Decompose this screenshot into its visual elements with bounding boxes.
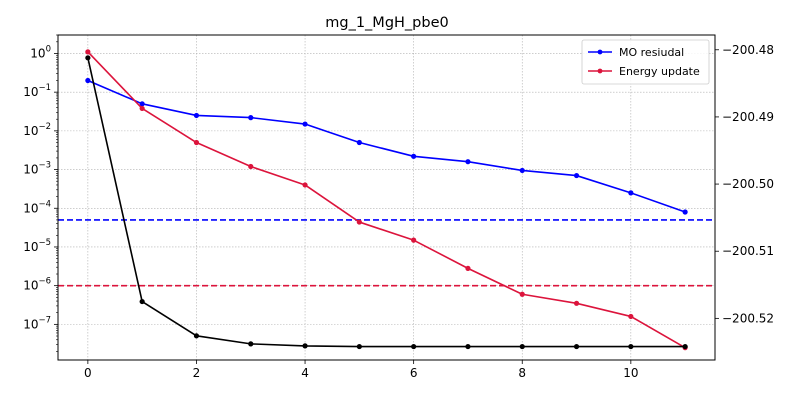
data-point [193,139,200,146]
left-y-tick-label: 10−6 [23,277,51,293]
left-y-tick-label: 10−2 [23,122,51,138]
plot-frame [57,34,716,361]
data-point [302,182,308,188]
series-1 [85,49,688,351]
legend: MO resiudal Energy update [581,39,710,85]
x-tick-label: 4 [301,366,309,380]
series-lines [85,49,688,351]
legend-swatch-marker [597,49,603,55]
right-y-tick-label: −200.48 [722,43,774,57]
x-tick-label: 10 [623,366,638,380]
legend-label: Energy update [619,65,700,78]
data-point [682,343,688,350]
x-axis: 0 2 4 6 8 10 [84,360,638,380]
data-point [193,112,200,119]
series-2 [85,55,688,350]
data-point [519,343,525,350]
data-point [356,139,362,146]
data-point [628,343,634,350]
legend-label: MO resiudal [619,46,684,59]
legend-box [581,39,710,85]
data-point [139,298,145,305]
data-point [519,291,525,297]
data-point [356,343,362,350]
data-point [573,343,580,350]
data-point [248,115,254,121]
left-y-tick-label: 10−7 [23,315,51,331]
right-y-tick-label: −200.52 [722,311,774,325]
data-point [248,163,254,170]
data-point [465,343,471,350]
data-point [573,172,580,179]
series-line [87,79,686,213]
x-tick-label: 2 [193,366,201,380]
series-line [87,57,686,348]
x-tick-label: 8 [518,366,526,380]
data-point [356,219,362,225]
left-y-tick-label: 10−5 [23,238,51,254]
data-point [302,121,308,127]
data-point [682,209,688,215]
left-y-tick-label: 10−3 [23,161,51,177]
threshold-lines [58,219,715,287]
right-y-axis: −200.48 −200.49 −200.50 −200.51 −200.52 [715,43,774,325]
x-tick-label: 0 [84,366,92,380]
left-y-tick-label: 100 [30,44,51,60]
left-y-tick-label: 10−1 [23,83,51,99]
data-point [411,237,417,243]
right-y-tick-label: −200.49 [722,110,774,124]
chart-title: mg_1_MgH_pbe0 [325,15,448,31]
right-y-tick-label: −200.50 [722,177,774,191]
data-point [248,341,254,347]
data-point [628,313,634,320]
right-y-tick-label: −200.51 [722,244,774,258]
data-point [193,333,200,339]
data-point [139,105,145,112]
x-tick-label: 6 [410,366,418,380]
data-point [85,77,91,84]
series-0 [85,77,688,215]
data-point [465,265,471,271]
series-line [87,51,686,349]
data-point [139,101,145,107]
data-point [302,343,308,349]
data-point [519,167,525,174]
legend-swatch-marker [597,68,603,74]
data-point [465,159,471,165]
left-y-axis: 100 10−1 10−2 10−3 10−4 10−5 10−6 10−7 [23,34,58,352]
left-y-tick-label: 10−4 [23,199,51,215]
data-point [411,343,417,350]
data-point [411,153,417,159]
data-point [573,300,580,306]
data-point [628,190,634,196]
data-point [85,49,91,55]
data-point [85,55,91,61]
